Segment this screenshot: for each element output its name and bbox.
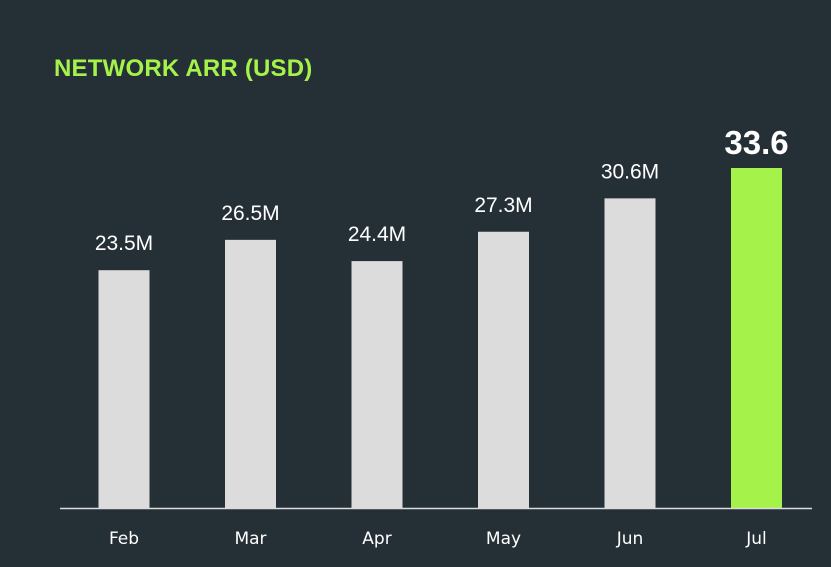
value-label-may: 27.3M — [474, 194, 532, 217]
bar-mar — [225, 239, 276, 508]
x-tick-label-may: May — [486, 529, 521, 549]
value-label-mar: 26.5M — [221, 202, 279, 225]
value-label-apr: 24.4M — [348, 223, 406, 246]
bar-jul — [731, 168, 782, 508]
chart-title: NETWORK ARR (USD) — [54, 55, 313, 82]
bar-jun — [604, 198, 656, 508]
x-tick-label-feb: Feb — [109, 529, 139, 549]
bar-may — [478, 231, 529, 508]
x-tick-label-mar: Mar — [234, 529, 266, 549]
x-tick-label-jun: Jun — [616, 529, 644, 549]
value-label-jun: 30.6M — [601, 160, 659, 183]
value-label-feb: 23.5M — [95, 232, 153, 255]
x-tick-label-jul: Jul — [745, 529, 767, 549]
bar-feb — [98, 270, 150, 508]
bar-apr — [351, 261, 403, 508]
x-tick-label-apr: Apr — [362, 529, 391, 549]
value-label-jul: 33.6 — [724, 124, 788, 161]
